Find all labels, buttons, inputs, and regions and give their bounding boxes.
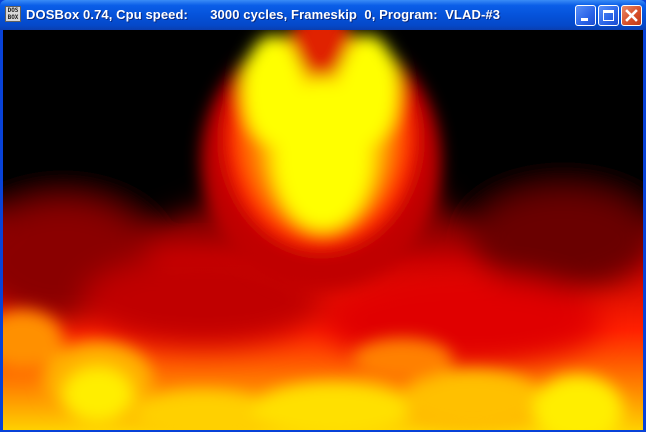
- close-icon: [625, 9, 638, 22]
- dosbox-app-icon[interactable]: DOS BOX: [5, 6, 21, 22]
- maximize-icon: [603, 10, 614, 21]
- icon-text-top: DOS: [7, 7, 19, 14]
- maximize-button[interactable]: [598, 5, 619, 26]
- title-bar[interactable]: DOS BOX DOSBox 0.74, Cpu speed: 3000 cyc…: [0, 0, 646, 30]
- minimize-button[interactable]: [575, 5, 596, 26]
- close-button[interactable]: [621, 5, 642, 26]
- icon-text-bottom: BOX: [7, 14, 19, 21]
- minimize-icon: [581, 18, 588, 21]
- fire-effect-display: [3, 30, 643, 430]
- window-title: DOSBox 0.74, Cpu speed: 3000 cycles, Fra…: [26, 7, 501, 22]
- dos-screen[interactable]: [3, 30, 643, 430]
